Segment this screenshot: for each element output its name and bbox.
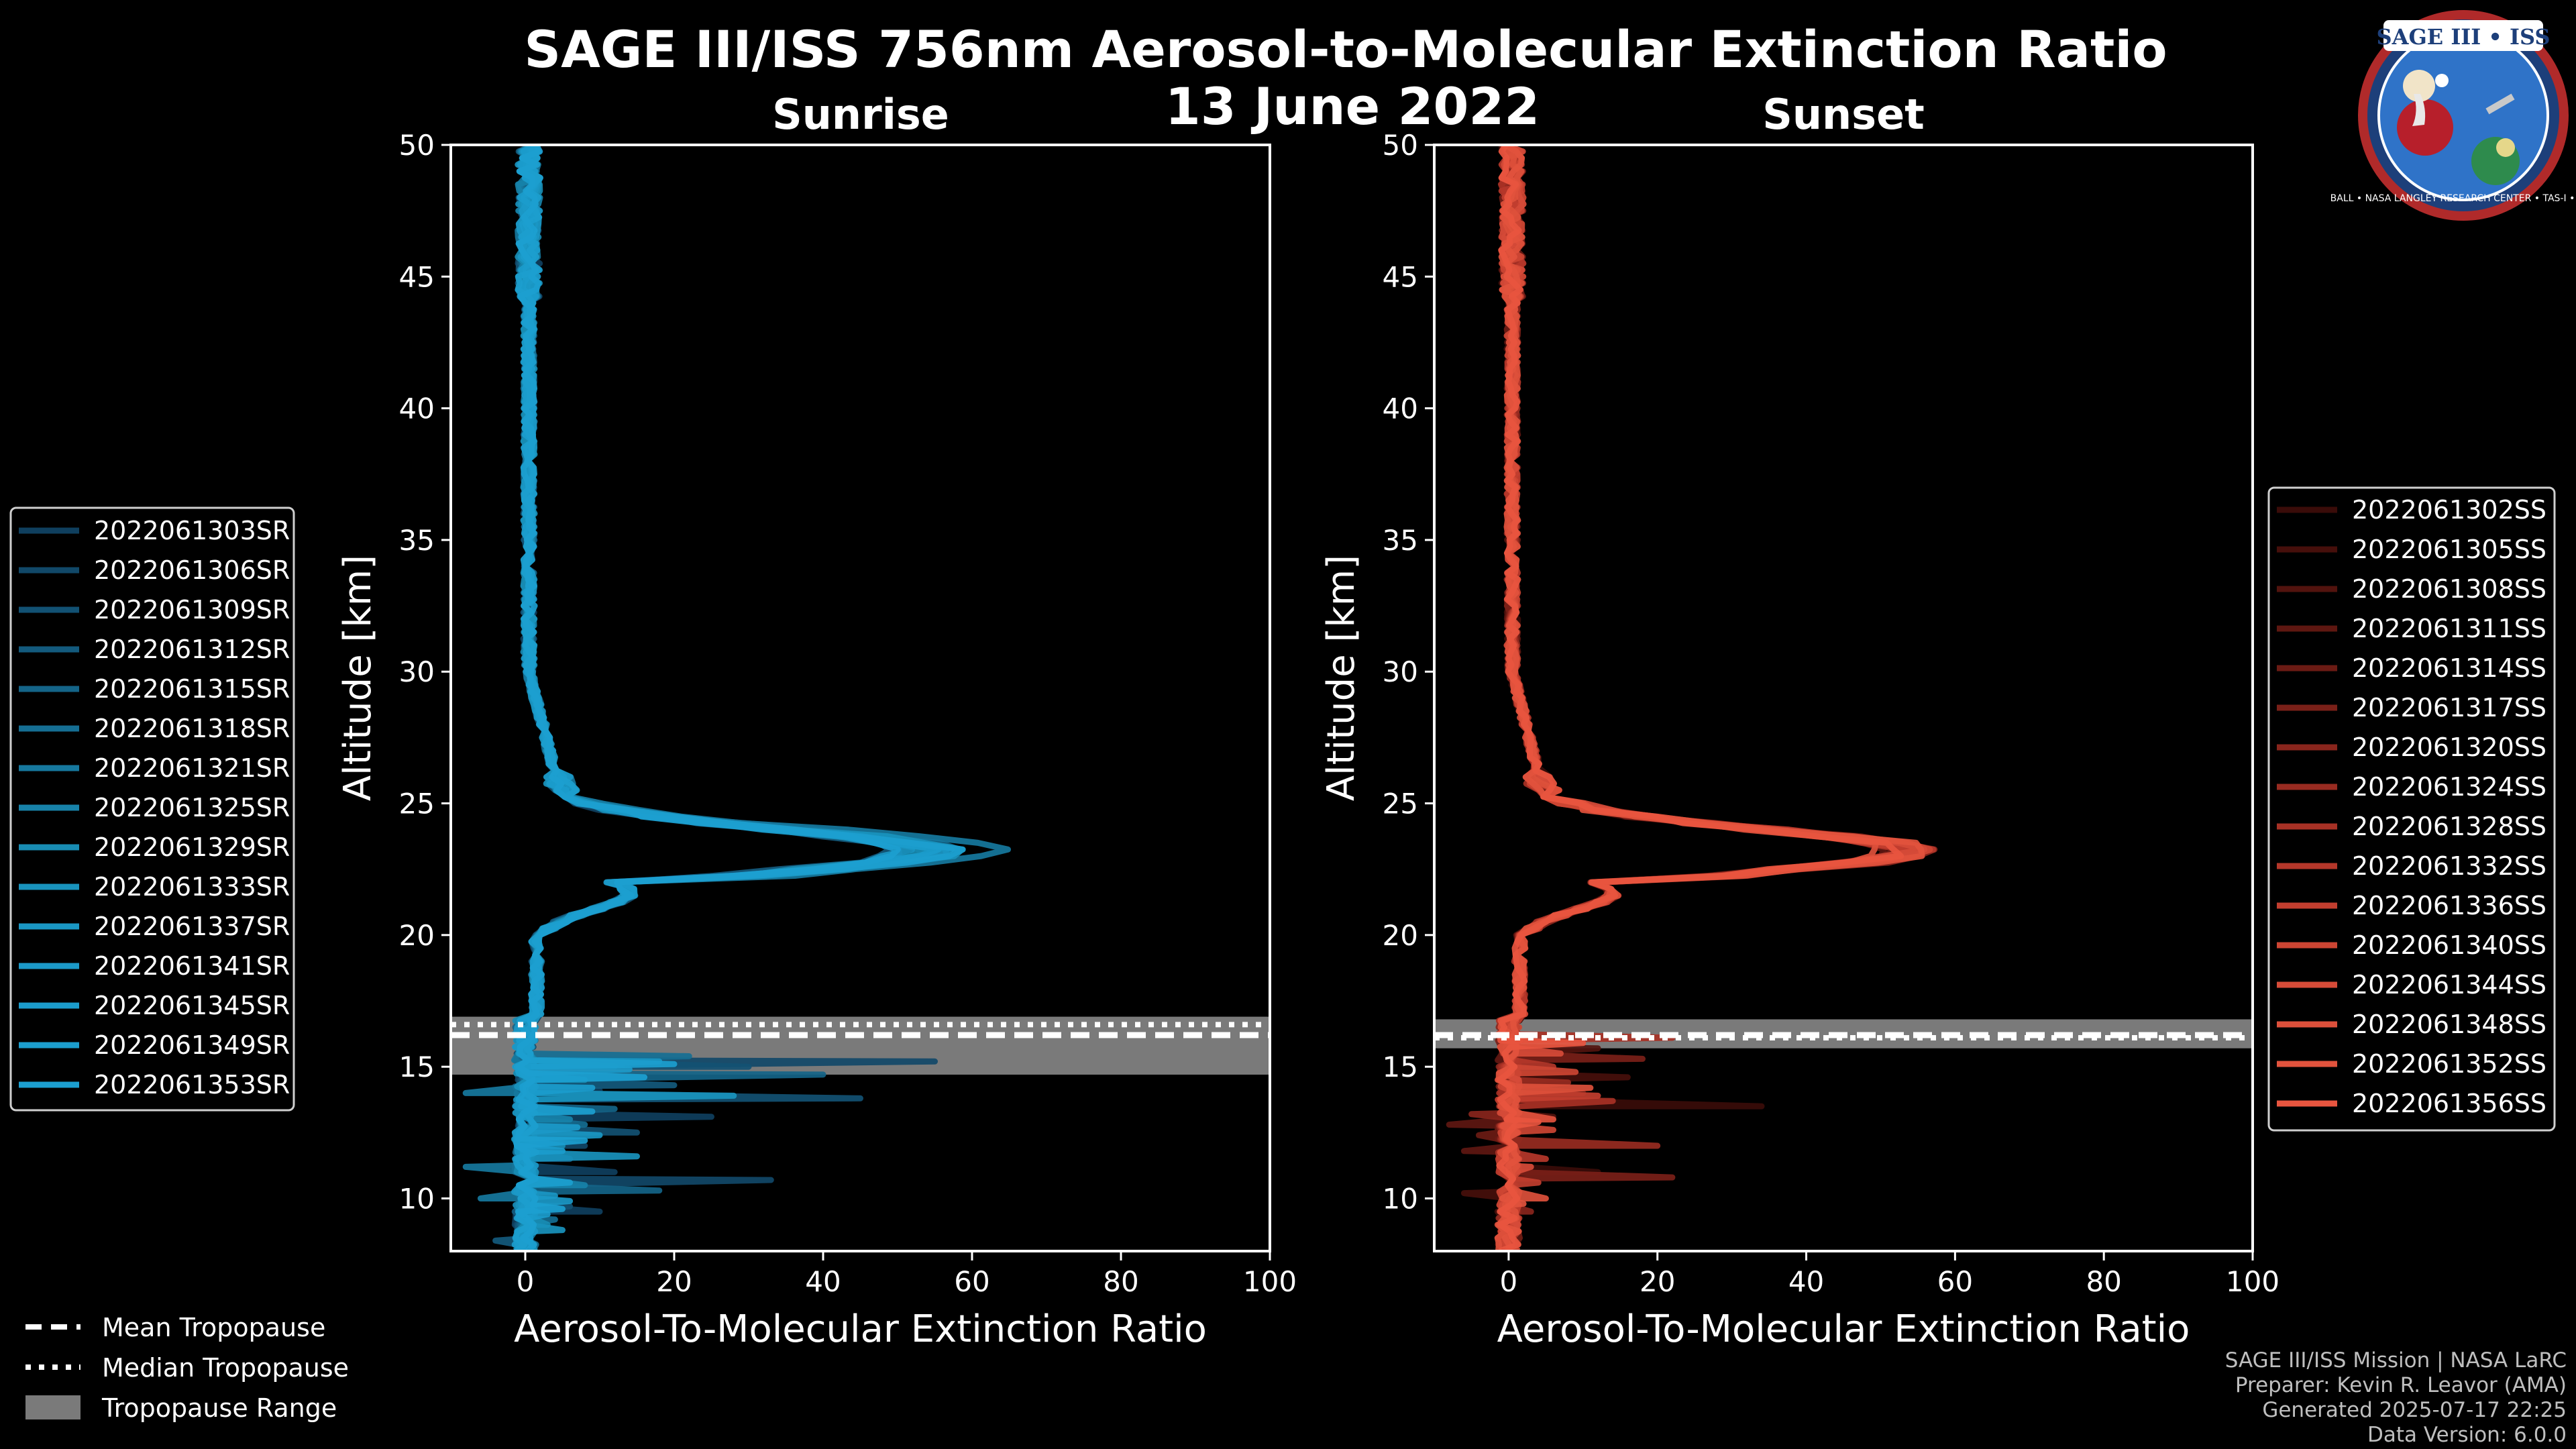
x-tick-label: 0 bbox=[517, 1265, 535, 1298]
legend-entry: 2022061356SS bbox=[2352, 1089, 2546, 1118]
credit-line: Generated 2025-07-17 22:25 bbox=[2262, 1398, 2567, 1422]
y-tick-label: 25 bbox=[1383, 788, 1418, 820]
sunrise-panel-title: Sunrise bbox=[772, 90, 949, 139]
y-tick-label: 25 bbox=[399, 788, 435, 820]
sunset-plot-area bbox=[1434, 145, 2253, 1251]
credit-line: Data Version: 6.0.0 bbox=[2367, 1423, 2567, 1447]
x-tick-label: 40 bbox=[1788, 1265, 1824, 1298]
sunrise-panel: 0 20 40 60 80 100 10 15 20 25 30 35 40 45 50 Sunrise Aer… bbox=[336, 90, 1297, 1351]
legend-entry: 2022061329SR bbox=[94, 833, 290, 862]
y-tick-label: 50 bbox=[399, 129, 435, 162]
mission-badge-logo: SAGE III • ISS BALL • NASA LANGLEY RESEA… bbox=[2330, 10, 2576, 221]
series-line-2022061353SR bbox=[514, 145, 901, 1251]
legend-entry: 2022061324SS bbox=[2352, 772, 2546, 802]
sunrise-legend: 2022061303SR 2022061306SR 2022061309SR 2022… bbox=[9, 506, 295, 1112]
x-tick-label: 100 bbox=[1243, 1265, 1297, 1298]
y-tick-label: 15 bbox=[1383, 1051, 1418, 1083]
legend-entry: 2022061317SS bbox=[2352, 693, 2546, 722]
legend-entry: 2022061349SR bbox=[94, 1030, 290, 1060]
y-tick-label: 35 bbox=[1383, 524, 1418, 557]
legend-entry: 2022061336SS bbox=[2352, 891, 2546, 920]
legend-entry: 2022061321SR bbox=[94, 753, 290, 783]
series-line-2022061356SS bbox=[1496, 145, 1904, 1251]
x-tick-label: 60 bbox=[1937, 1265, 1973, 1298]
sunset-panel-title: Sunset bbox=[1762, 90, 1925, 139]
figure-date: 13 June 2022 bbox=[1165, 76, 1540, 136]
legend-entry: 2022061345SR bbox=[94, 991, 290, 1020]
x-tick-label: 60 bbox=[954, 1265, 989, 1298]
median-tropopause-label: Median Tropopause bbox=[102, 1353, 349, 1383]
legend-entry: 2022061308SS bbox=[2352, 574, 2546, 604]
y-tick-label: 40 bbox=[1383, 392, 1418, 425]
legend-entry: 2022061314SS bbox=[2352, 653, 2546, 683]
y-tick-label: 45 bbox=[399, 260, 435, 293]
legend-entry: 2022061352SS bbox=[2352, 1049, 2546, 1079]
tropopause-legend: Mean Tropopause Median Tropopause Tropop… bbox=[25, 1313, 349, 1423]
legend-entry: 2022061305SS bbox=[2352, 535, 2546, 564]
x-tick-label: 80 bbox=[1103, 1265, 1138, 1298]
legend-entry: 2022061311SS bbox=[2352, 614, 2546, 643]
series-line-2022061345SR bbox=[511, 145, 942, 1251]
y-tick-label: 20 bbox=[399, 919, 435, 952]
svg-text:BALL • NASA LANGLEY RESEARCH C: BALL • NASA LANGLEY RESEARCH CENTER • TA… bbox=[2330, 193, 2576, 204]
y-tick-label: 50 bbox=[1383, 129, 1418, 162]
x-tick-label: 20 bbox=[1640, 1265, 1675, 1298]
y-tick-label: 35 bbox=[399, 524, 435, 557]
y-tick-label: 20 bbox=[1383, 919, 1418, 952]
sunset-legend: 2022061302SS 2022061305SS 2022061308SS 2022… bbox=[2267, 486, 2556, 1132]
legend-entry: 2022061303SR bbox=[94, 516, 290, 545]
sunrise-plot-area bbox=[451, 145, 1270, 1251]
legend-entry: 2022061348SS bbox=[2352, 1010, 2546, 1039]
y-tick-label: 30 bbox=[1383, 655, 1418, 688]
tropopause-range-label: Tropopause Range bbox=[101, 1393, 337, 1423]
legend-entry: 2022061309SR bbox=[94, 595, 290, 625]
legend-entry: 2022061320SS bbox=[2352, 733, 2546, 762]
x-tick-label: 80 bbox=[2086, 1265, 2121, 1298]
legend-entry: 2022061315SR bbox=[94, 674, 290, 704]
x-axis-label: Aerosol-To-Molecular Extinction Ratio bbox=[1497, 1307, 2190, 1351]
legend-entry: 2022061341SR bbox=[94, 951, 290, 981]
mean-tropopause-label: Mean Tropopause bbox=[102, 1313, 325, 1342]
legend-entry: 2022061333SR bbox=[94, 872, 290, 902]
legend-entry: 2022061332SS bbox=[2352, 851, 2546, 881]
y-tick-label: 45 bbox=[1383, 260, 1418, 293]
y-axis-label: Altitude [km] bbox=[336, 555, 380, 801]
legend-entry: 2022061306SR bbox=[94, 555, 290, 585]
legend-entry: 2022061312SR bbox=[94, 635, 290, 664]
credit-line: Preparer: Kevin R. Leavor (AMA) bbox=[2235, 1373, 2567, 1397]
x-tick-label: 20 bbox=[656, 1265, 692, 1298]
credits: SAGE III/ISS Mission | NASA LaRC Prepare… bbox=[2225, 1348, 2567, 1447]
sunset-panel: 0 20 40 60 80 100 10 15 20 25 30 35 40 45 50 Sunset Aero… bbox=[1320, 90, 2279, 1351]
legend-entry: 2022061340SS bbox=[2352, 930, 2546, 960]
svg-text:SAGE III • ISS: SAGE III • ISS bbox=[2377, 24, 2551, 50]
y-tick-label: 15 bbox=[399, 1051, 435, 1083]
x-axis-label: Aerosol-To-Molecular Extinction Ratio bbox=[514, 1307, 1207, 1351]
sunset-axes-frame bbox=[1433, 144, 2254, 1252]
y-tick-label: 40 bbox=[399, 392, 435, 425]
legend-entry: 2022061318SR bbox=[94, 714, 290, 743]
legend-entry: 2022061325SR bbox=[94, 793, 290, 822]
credit-line: SAGE III/ISS Mission | NASA LaRC bbox=[2225, 1348, 2567, 1373]
y-tick-label: 30 bbox=[399, 655, 435, 688]
y-axis-label: Altitude [km] bbox=[1320, 555, 1363, 801]
figure-title: SAGE III/ISS 756nm Aerosol-to-Molecular … bbox=[524, 19, 2167, 79]
y-tick-label: 10 bbox=[1383, 1182, 1418, 1215]
sunrise-axes-frame bbox=[449, 144, 1271, 1252]
x-tick-label: 40 bbox=[805, 1265, 841, 1298]
tropopause-range-swatch bbox=[25, 1395, 80, 1419]
x-tick-label: 100 bbox=[2226, 1265, 2279, 1298]
legend-entry: 2022061337SR bbox=[94, 912, 290, 941]
legend-entry: 2022061302SS bbox=[2352, 495, 2546, 525]
x-tick-label: 0 bbox=[1500, 1265, 1518, 1298]
legend-entry: 2022061353SR bbox=[94, 1070, 290, 1099]
series-line-2022061348SS bbox=[1494, 145, 1880, 1251]
legend-entry: 2022061328SS bbox=[2352, 812, 2546, 841]
y-tick-label: 10 bbox=[399, 1182, 435, 1215]
legend-entry: 2022061344SS bbox=[2352, 970, 2546, 1000]
